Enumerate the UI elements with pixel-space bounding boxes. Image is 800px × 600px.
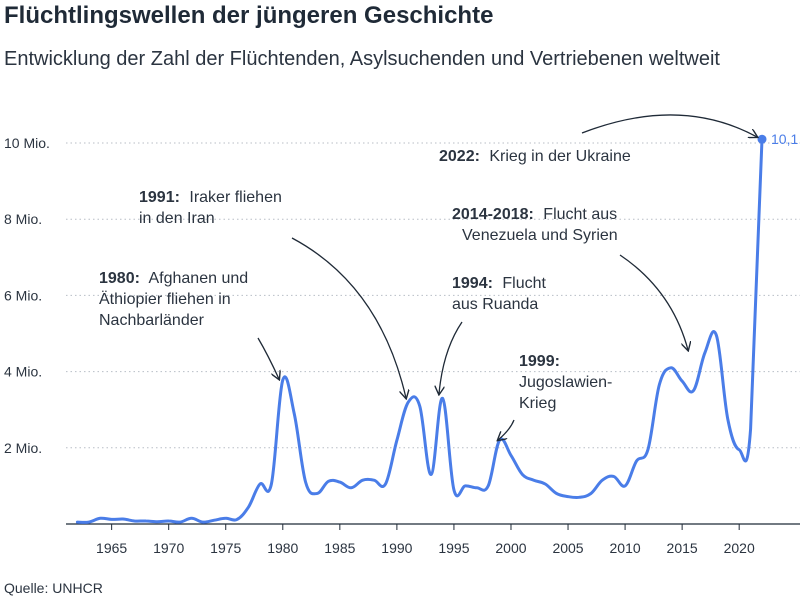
x-tick-label: 1965 xyxy=(96,540,127,556)
x-tick-label: 2015 xyxy=(667,540,698,556)
y-tick-label: 4 Mio. xyxy=(4,364,42,380)
x-tick-label: 1970 xyxy=(153,540,184,556)
annotation-1980-line2: Äthiopier fliehen in xyxy=(99,290,231,308)
annotation-1991: 1991: Iraker fliehen in den Iran xyxy=(139,189,286,227)
end-point-2022 xyxy=(757,134,767,144)
x-tick-label: 1985 xyxy=(324,540,355,556)
annotation-2014-2018-line2: Venezuela und Syrien xyxy=(462,227,618,244)
annotation-1999-year: 1999: xyxy=(519,353,560,370)
arrow-1991 xyxy=(291,237,406,398)
grid-lines xyxy=(66,142,800,449)
y-tick-label: 10 Mio. xyxy=(4,135,50,151)
y-tick-label: 6 Mio. xyxy=(4,287,42,303)
annotation-1999: 1999: Jugoslawien- Krieg xyxy=(519,353,617,412)
annotation-1980-line1: Afghanen und xyxy=(148,270,248,287)
x-tick-label: 1990 xyxy=(381,540,412,556)
refugee-series-line xyxy=(75,137,764,524)
chart-title: Flüchtlingswellen der jüngeren Geschicht… xyxy=(4,2,494,29)
annotation-2022-year: 2022: xyxy=(439,148,480,165)
annotation-2014-2018-year: 2014-2018: xyxy=(452,206,534,223)
x-axis-ticks: 1965 1970 1975 1980 1985 1990 1995 2000 2005 2010… xyxy=(96,524,755,556)
y-tick-label: 8 Mio. xyxy=(4,211,42,227)
chart-source: Quelle: UNHCR xyxy=(4,580,103,596)
annotation-1999-line1: Jugoslawien- xyxy=(519,374,612,391)
annotation-1994-line1: Flucht xyxy=(502,275,546,292)
end-value-label: 10,1 xyxy=(771,131,798,147)
annotation-1980: 1980: Afghanen und Äthiopier fliehen in … xyxy=(99,270,253,329)
annotation-1994: 1994: Flucht aus Ruanda xyxy=(452,275,550,313)
arrow-1994 xyxy=(439,321,463,394)
x-tick-label: 2005 xyxy=(552,540,583,556)
annotation-1980-year: 1980: xyxy=(99,270,140,287)
x-tick-label: 1995 xyxy=(438,540,469,556)
annotation-2014-2018: 2014-2018: Flucht aus Venezuela und Syri… xyxy=(452,206,622,244)
x-tick-label: 1980 xyxy=(267,540,298,556)
arrow-1999 xyxy=(498,419,515,440)
x-tick-label: 2000 xyxy=(495,540,526,556)
annotation-2014-2018-line1: Flucht aus xyxy=(543,206,617,223)
chart-subtitle: Entwicklung der Zahl der Flüchtenden, As… xyxy=(4,48,720,70)
x-tick-label: 2010 xyxy=(610,540,641,556)
y-axis-ticks: 2 Mio. 4 Mio. 6 Mio. 8 Mio. 10 Mio. xyxy=(4,135,50,456)
x-tick-label: 2020 xyxy=(724,540,755,556)
annotation-2022: 2022: Krieg in der Ukraine xyxy=(439,148,631,165)
annotation-1994-line2: aus Ruanda xyxy=(452,296,538,313)
y-tick-label: 2 Mio. xyxy=(4,440,42,456)
annotation-1991-line1: Iraker fliehen xyxy=(189,189,282,206)
arrow-2022 xyxy=(581,114,757,137)
annotation-1999-line2: Krieg xyxy=(519,395,556,412)
x-tick-label: 1975 xyxy=(210,540,241,556)
annotation-1991-year: 1991: xyxy=(139,189,180,206)
annotation-1991-line2: in den Iran xyxy=(139,210,215,227)
arrow-1980 xyxy=(257,337,279,379)
annotation-2022-line1: Krieg in der Ukraine xyxy=(489,148,631,165)
arrow-2014-2018 xyxy=(619,254,688,350)
annotation-1980-line3: Nachbarländer xyxy=(99,312,205,329)
annotation-1994-year: 1994: xyxy=(452,275,493,292)
